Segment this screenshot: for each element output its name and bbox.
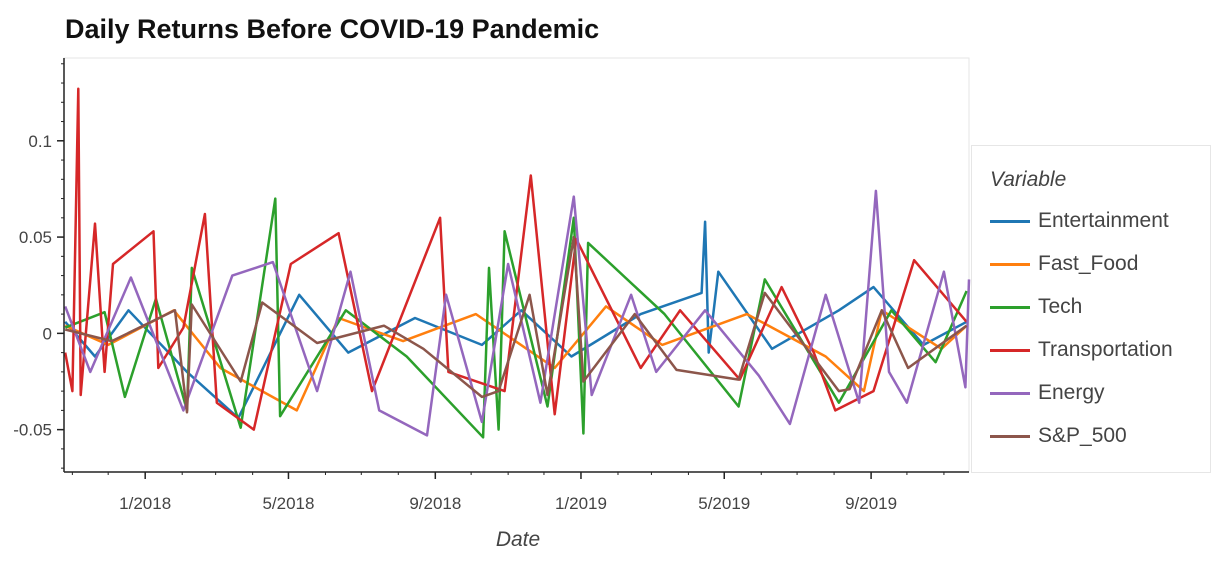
y-tick-label: 0.05 bbox=[19, 228, 52, 247]
x-tick-label: 1/2019 bbox=[555, 494, 607, 513]
chart-title: Daily Returns Before COVID-19 Pandemic bbox=[65, 14, 600, 44]
legend-item: Energy bbox=[990, 380, 1105, 406]
legend-swatch bbox=[990, 391, 1030, 395]
legend-label: Entertainment bbox=[1038, 209, 1169, 232]
axes-layer: 0.1 0.05 0 -0.05 1/2018 5/2018 9/2018 1/2019 5/2… bbox=[13, 58, 969, 513]
plot-frame bbox=[63, 57, 970, 473]
legend-label: Tech bbox=[1038, 295, 1083, 318]
x-tick-label: 5/2018 bbox=[262, 494, 314, 513]
legend-swatch bbox=[990, 262, 1030, 266]
x-tick-label: 9/2018 bbox=[409, 494, 461, 513]
legend-item: Transportation bbox=[990, 337, 1173, 363]
x-axis-label: Date bbox=[496, 528, 540, 551]
series-layer bbox=[63, 87, 971, 439]
series-line-s-p-500 bbox=[64, 235, 968, 414]
legend-label: Energy bbox=[1038, 381, 1105, 404]
legend-item: Entertainment bbox=[990, 208, 1169, 234]
x-tick-label: 1/2018 bbox=[119, 494, 171, 513]
x-tick-label: 5/2019 bbox=[698, 494, 750, 513]
legend-item: S&P_500 bbox=[990, 423, 1127, 449]
legend-swatch bbox=[990, 219, 1030, 223]
series-line-energy bbox=[64, 189, 971, 437]
legend-title: Variable bbox=[990, 168, 1067, 191]
legend-swatch bbox=[990, 348, 1030, 352]
x-tick-label: 9/2019 bbox=[845, 494, 897, 513]
y-tick-label: 0.1 bbox=[28, 132, 52, 151]
legend: Variable Entertainment Fast_Food Tech Trans… bbox=[971, 145, 1211, 473]
series-line-transportation bbox=[63, 87, 968, 431]
legend-swatch bbox=[990, 434, 1030, 438]
y-tick-label: -0.05 bbox=[13, 421, 52, 440]
legend-item: Fast_Food bbox=[990, 251, 1138, 277]
legend-label: S&P_500 bbox=[1038, 424, 1127, 447]
legend-swatch bbox=[990, 305, 1030, 309]
legend-label: Transportation bbox=[1038, 338, 1173, 361]
y-tick-label: 0 bbox=[43, 324, 52, 343]
legend-item: Tech bbox=[990, 294, 1082, 320]
legend-label: Fast_Food bbox=[1038, 252, 1139, 275]
